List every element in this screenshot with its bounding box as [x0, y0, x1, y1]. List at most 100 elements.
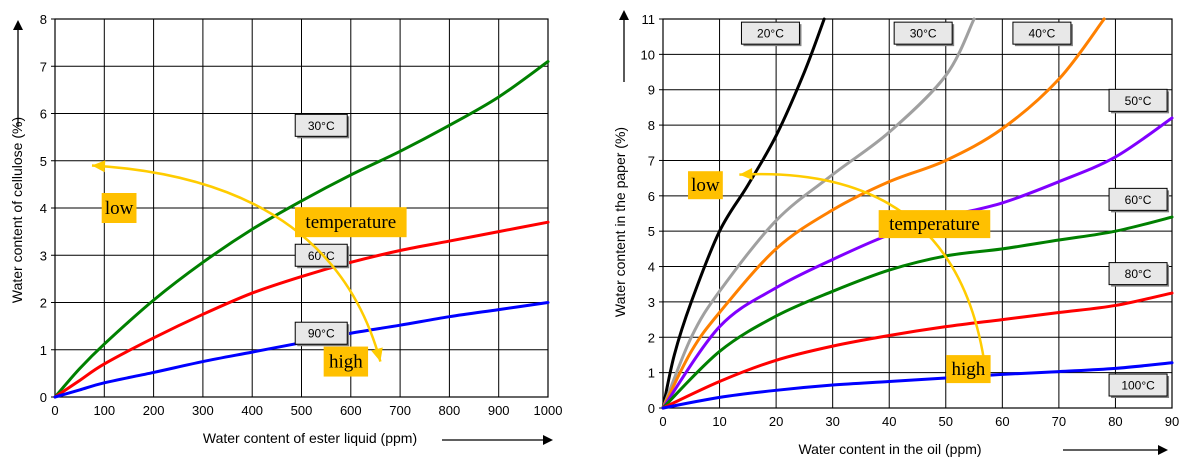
x-tick-label: 0 — [51, 403, 58, 418]
annotation-temperature: temperature — [295, 207, 407, 238]
y-tick-label: 10 — [641, 47, 655, 62]
series-label-text: 90°C — [308, 327, 335, 341]
y-tick-label: 7 — [648, 153, 655, 168]
series-label-text: 30°C — [308, 119, 335, 133]
series-label-text: 50°C — [1125, 94, 1152, 108]
series-label-text: 20°C — [757, 27, 784, 41]
y-tick-label: 8 — [40, 12, 47, 27]
series-label-text: 30°C — [910, 27, 937, 41]
x-tick-label: 0 — [659, 414, 666, 429]
x-tick-label: 500 — [291, 403, 313, 418]
y-tick-label: 5 — [40, 154, 47, 169]
series-label-bg — [1108, 373, 1168, 397]
series-label-box: 20°C — [740, 21, 802, 47]
left-chart: 0 100 200 300 400 500 600 700 800 900 1000 0 1 2 3 4 5 6 7… — [9, 12, 562, 446]
y-tick-label: 11 — [642, 12, 656, 27]
series-label-box: 90°C — [294, 321, 350, 347]
plot-frame — [54, 18, 549, 398]
series-label-box: 30°C — [294, 113, 350, 139]
series-label-box: 60°C — [294, 243, 350, 269]
annotation-high: high — [323, 346, 369, 377]
y-tick-label: 3 — [648, 295, 655, 310]
series-line-2 — [53, 301, 550, 399]
x-axis-label: Water content in the oil (ppm) — [798, 441, 981, 457]
x-tick-label: 100 — [93, 403, 115, 418]
y-tick-label: 8 — [648, 118, 655, 133]
temperature-arrow-head-high — [371, 347, 383, 362]
series-label-bg — [294, 243, 348, 267]
x-tick-label: 1000 — [534, 403, 563, 418]
series-label-bg — [1012, 21, 1072, 45]
y-axis-arrow-head — [619, 10, 629, 20]
annotation-text: high — [329, 352, 363, 373]
x-tick-label: 50 — [939, 414, 953, 429]
y-tick-label: 7 — [40, 59, 47, 74]
x-axis-arrow-head — [1158, 445, 1168, 455]
x-tick-label: 600 — [340, 403, 362, 418]
series-label-box: 80°C — [1108, 262, 1170, 287]
series-label-box: 60°C — [1108, 187, 1170, 213]
x-tick-label: 40 — [882, 414, 896, 429]
series-line-1 — [53, 220, 550, 399]
series-label-text: 80°C — [1125, 267, 1152, 281]
y-tick-label: 3 — [40, 248, 47, 263]
x-tick-label: 900 — [488, 403, 510, 418]
series-label-bg — [294, 321, 348, 345]
x-tick-label: 700 — [389, 403, 411, 418]
series-label-bg — [1108, 262, 1168, 286]
temperature-arrow-curve — [91, 164, 382, 362]
series-line-2 — [661, 17, 1106, 410]
annotation-text: high — [952, 359, 986, 380]
y-tick-label: 1 — [40, 343, 47, 358]
x-tick-label: 20 — [769, 414, 783, 429]
series-line-4 — [661, 215, 1174, 410]
series-label-bg — [294, 113, 348, 137]
annotation-bg — [295, 207, 407, 238]
x-tick-label: 70 — [1052, 414, 1066, 429]
y-tick-label: 2 — [40, 296, 47, 311]
series-line-1 — [661, 17, 976, 410]
x-tick-label: 10 — [712, 414, 726, 429]
x-tick-label: 800 — [439, 403, 461, 418]
annotation-bg — [946, 355, 991, 384]
series-label-box: 40°C — [1012, 21, 1073, 47]
temperature-arrow-head-low — [91, 160, 106, 173]
series-label-bg — [893, 21, 953, 45]
annotation-low: low — [688, 171, 723, 200]
annotation-bg — [688, 171, 723, 200]
series-line-0 — [661, 17, 826, 410]
y-axis-label: Water content of cellulose (%) — [9, 117, 25, 303]
x-tick-label: 300 — [192, 403, 214, 418]
y-tick-label: 0 — [40, 390, 47, 405]
annotation-text: low — [691, 175, 720, 196]
series-label-text: 60°C — [308, 249, 335, 263]
annotation-text: temperature — [889, 214, 980, 235]
x-tick-label: 200 — [143, 403, 165, 418]
series-line-6 — [661, 361, 1174, 410]
annotation-bg — [101, 193, 137, 223]
series-label-bg — [1108, 187, 1168, 211]
x-axis-arrow-head — [543, 435, 553, 445]
annotation-text: temperature — [305, 212, 396, 233]
series-label-box: 30°C — [893, 21, 955, 47]
y-tick-label: 2 — [648, 330, 655, 345]
series-line-5 — [661, 291, 1174, 410]
y-tick-label: 9 — [648, 83, 655, 98]
y-tick-label: 4 — [40, 201, 47, 216]
x-tick-label: 90 — [1165, 414, 1179, 429]
y-tick-label: 4 — [648, 260, 655, 275]
annotation-bg — [323, 346, 369, 377]
annotation-temperature: temperature — [878, 210, 991, 239]
series-label-bg — [740, 21, 800, 45]
y-tick-label: 1 — [648, 366, 655, 381]
annotation-low: low — [101, 193, 137, 223]
series-label-text: 100°C — [1121, 379, 1155, 393]
right-chart: 0 10 20 30 40 50 60 70 80 90 0 1 2 3 4 5 6 7 8 9 10 11 Water c… — [612, 10, 1179, 457]
series-label-box: 50°C — [1108, 88, 1170, 114]
x-tick-label: 60 — [995, 414, 1009, 429]
x-axis-label: Water content of ester liquid (ppm) — [203, 430, 417, 446]
annotation-bg — [878, 210, 991, 239]
annotation-text: low — [105, 198, 134, 219]
y-tick-label: 0 — [648, 401, 655, 416]
